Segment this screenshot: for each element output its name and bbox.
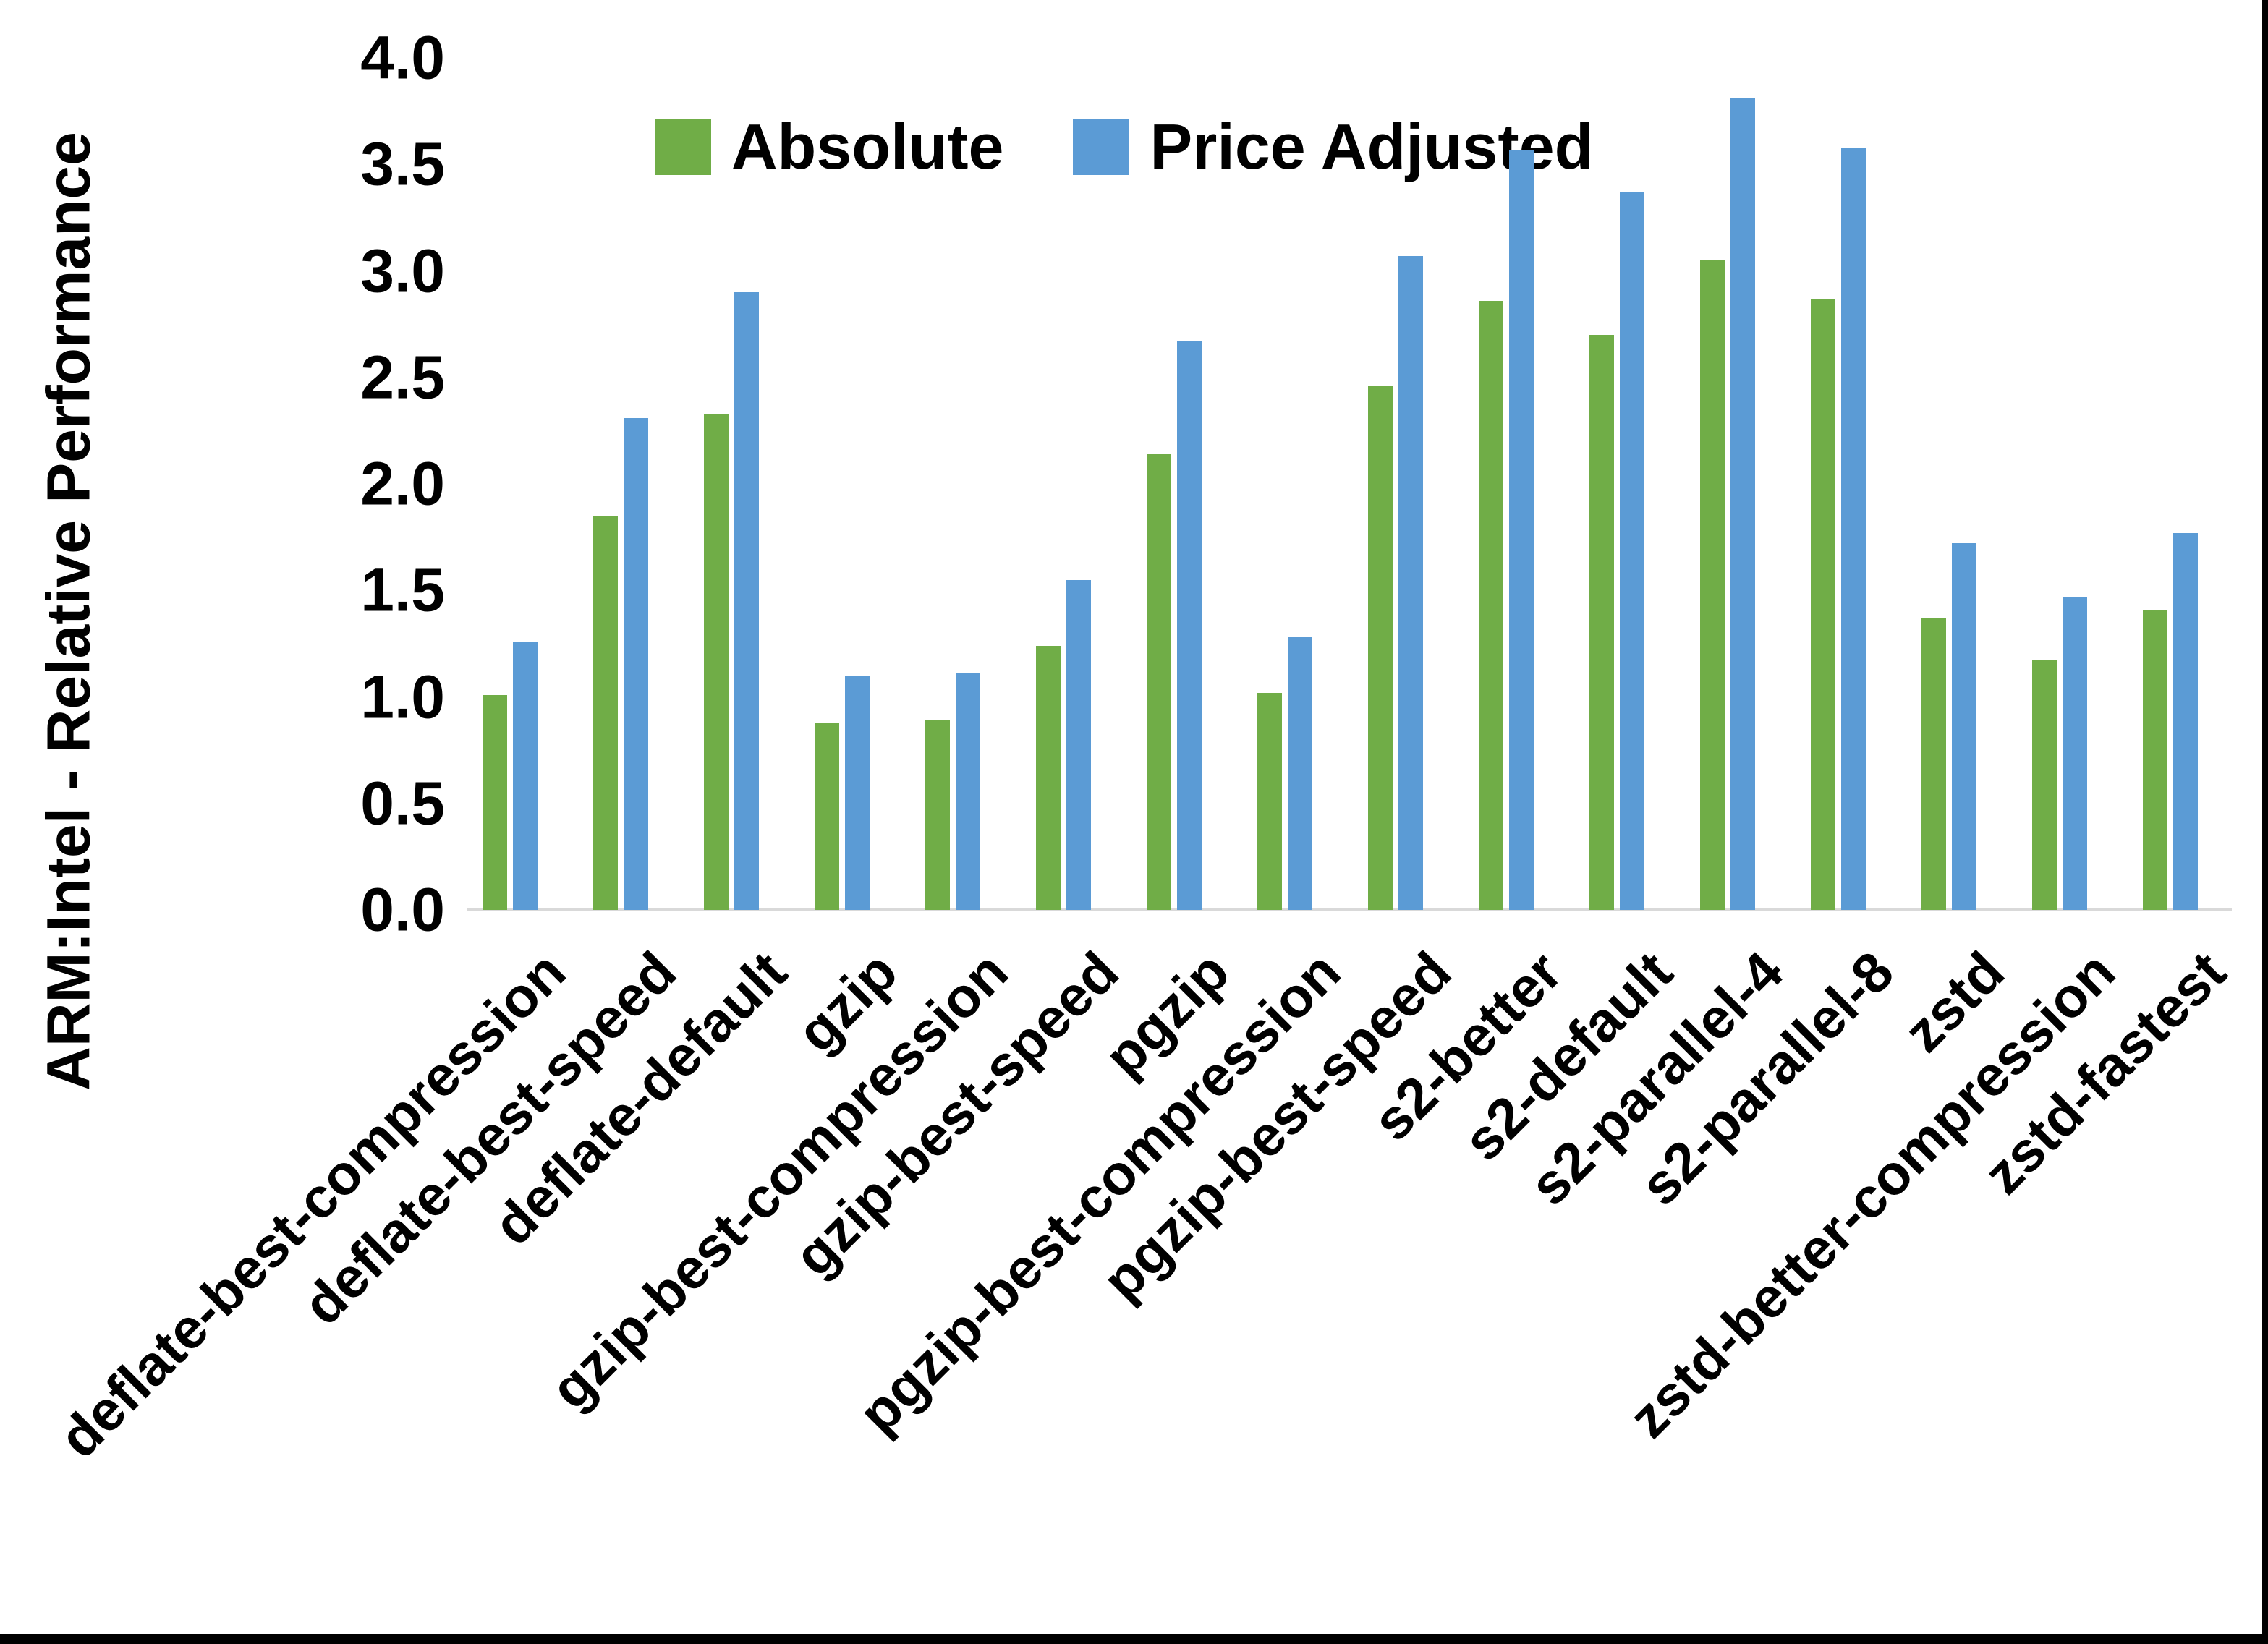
bar-absolute-zstd — [1921, 618, 1946, 910]
bar-price-adjusted-deflate-default — [734, 291, 759, 910]
bar-absolute-zstd-fastest — [2143, 609, 2167, 910]
bar-absolute-s2-parallel-8 — [1811, 298, 1835, 910]
bar-price-adjusted-gzip-best-compression — [956, 673, 980, 910]
y-tick-label: 1.0 — [360, 663, 445, 731]
bar-price-adjusted-s2-default — [1620, 192, 1644, 910]
bar-absolute-deflate-default — [704, 413, 729, 910]
x-axis-line — [467, 908, 2232, 911]
bar-price-adjusted-pgzip-best-compression — [1288, 637, 1312, 910]
bar-price-adjusted-pgzip — [1177, 341, 1202, 910]
bar-price-adjusted-pgzip-best-speed — [1398, 255, 1423, 910]
bar-price-adjusted-deflate-best-speed — [624, 417, 648, 910]
bar-absolute-pgzip-best-compression — [1257, 692, 1282, 910]
bar-absolute-pgzip-best-speed — [1368, 386, 1393, 910]
bar-price-adjusted-gzip — [845, 676, 870, 910]
bar-absolute-zstd-better-compression — [2032, 660, 2057, 910]
legend-item-0: Absolute — [655, 110, 1003, 184]
bar-price-adjusted-s2-better — [1509, 149, 1534, 910]
y-tick-label: 1.5 — [360, 555, 445, 624]
bar-absolute-gzip — [815, 722, 839, 910]
legend-label: Absolute — [731, 111, 1004, 182]
legend-swatch-icon — [1073, 119, 1130, 175]
bar-price-adjusted-zstd — [1952, 543, 1976, 910]
bar-price-adjusted-zstd-better-compression — [2063, 597, 2087, 910]
y-tick-label: 2.5 — [360, 343, 445, 412]
bar-absolute-pgzip — [1147, 453, 1171, 910]
bar-absolute-gzip-best-compression — [925, 720, 950, 910]
y-tick-label: 0.0 — [360, 875, 445, 944]
bar-absolute-gzip-best-speed — [1036, 645, 1061, 910]
bar-absolute-deflate-best-compression — [483, 694, 507, 910]
y-tick-label: 3.5 — [360, 129, 445, 198]
bar-price-adjusted-gzip-best-speed — [1066, 579, 1091, 910]
legend-swatch-icon — [655, 119, 711, 175]
bar-absolute-s2-default — [1589, 334, 1614, 910]
bar-price-adjusted-deflate-best-compression — [513, 641, 538, 910]
y-tick-label: 3.0 — [360, 237, 445, 304]
bar-price-adjusted-s2-parallel-8 — [1841, 147, 1866, 910]
bar-price-adjusted-s2-parallel-4 — [1730, 98, 1755, 910]
y-tick-label: 2.0 — [360, 449, 445, 518]
y-tick-label: 0.5 — [360, 769, 445, 838]
bar-absolute-s2-parallel-4 — [1700, 260, 1725, 910]
bar-absolute-s2-better — [1479, 300, 1503, 910]
bar-price-adjusted-zstd-fastest — [2173, 532, 2198, 910]
y-tick-label: 4.0 — [360, 23, 445, 92]
bar-absolute-deflate-best-speed — [593, 516, 618, 910]
